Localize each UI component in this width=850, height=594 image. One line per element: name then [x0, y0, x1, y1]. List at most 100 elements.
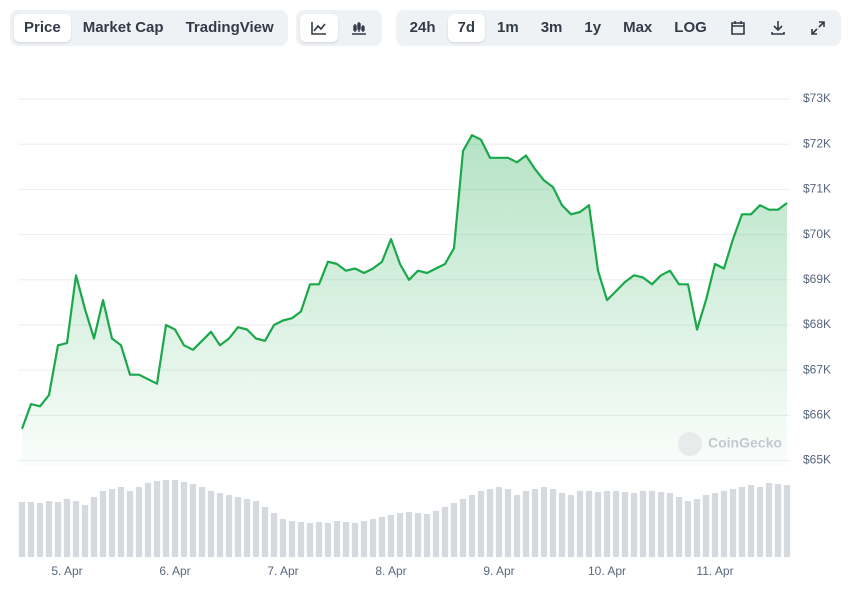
y-tick-label: $71K [803, 182, 831, 196]
volume-bar [279, 519, 287, 557]
volume-bar [405, 512, 413, 557]
volume-bar [783, 485, 791, 557]
volume-bar [396, 513, 404, 557]
price-line [20, 134, 788, 430]
volume-bar [360, 521, 368, 557]
candle-style-button[interactable] [340, 14, 378, 42]
volume-bar [513, 495, 521, 557]
volume-bar [378, 517, 386, 557]
icon [730, 21, 745, 35]
volume-bar [225, 495, 233, 557]
volume-bar [729, 489, 737, 557]
volume-bar [252, 501, 260, 557]
volume-bar [72, 501, 80, 557]
volume-bar [99, 491, 107, 557]
volume-bar [441, 507, 449, 557]
tab-button[interactable]: 24h [409, 19, 436, 36]
y-tick-label: $67K [803, 362, 831, 376]
y-tick-label: $69K [803, 272, 831, 286]
volume-bar [612, 491, 620, 557]
volume-bar [27, 502, 35, 557]
volume-bar [774, 484, 782, 557]
volume-bar [486, 489, 494, 557]
volume-bar [351, 523, 359, 557]
line-icon [310, 22, 326, 35]
volume-bar [189, 484, 197, 557]
volume-bar [117, 487, 125, 557]
x-tick-label: 7. Apr [267, 564, 298, 578]
volume-bar [162, 480, 170, 557]
volume-bar [603, 491, 611, 557]
tab-button[interactable]: Market Cap [82, 19, 164, 36]
volume-bar [369, 519, 377, 557]
tab-button[interactable]: 3m [540, 19, 563, 36]
volume-bar [414, 513, 422, 557]
price-area [22, 135, 787, 466]
candle-icon [351, 22, 366, 35]
volume-bar [765, 483, 773, 557]
volume-bar [234, 497, 242, 557]
volume-bar [18, 502, 26, 557]
volume-bar [675, 497, 683, 557]
volume-bar [297, 522, 305, 557]
volume-bar [90, 497, 98, 557]
volume-bar [477, 491, 485, 557]
y-tick-label: $72K [803, 136, 831, 150]
volume-bar [342, 522, 350, 557]
tab-button[interactable]: Max [623, 19, 653, 36]
icon [770, 21, 785, 35]
tab-button[interactable]: 1m [497, 19, 519, 36]
volume-bar [459, 499, 467, 557]
volume-bar [288, 521, 296, 557]
volume-bar [702, 495, 710, 557]
volume-bar [666, 493, 674, 557]
volume-bar [144, 483, 152, 557]
volume-bar [63, 499, 71, 557]
range-tabs: 24h 7d 1m 3m 1y Max LOG [395, 10, 841, 46]
volume-bar [45, 501, 53, 557]
volume-bar [261, 507, 269, 557]
calendar-button[interactable] [719, 14, 757, 42]
volume-bar [657, 492, 665, 557]
download-button[interactable] [759, 14, 797, 42]
watermark: CoinGecko [708, 435, 782, 451]
x-tick-label: 8. Apr [375, 564, 406, 578]
volume-bar [468, 495, 476, 557]
y-tick-label: $66K [803, 408, 831, 422]
volume-bar [495, 487, 503, 557]
tab-button[interactable]: TradingView [185, 19, 274, 36]
toolbar: Price Market Cap TradingView 24h 7d 1m 3m 1y Ma… [10, 10, 841, 46]
volume-bar [333, 521, 341, 557]
volume-bar [171, 480, 179, 557]
volume-bar [207, 491, 215, 557]
volume-bar [153, 481, 161, 557]
line-style-button[interactable] [299, 14, 338, 42]
volume-bar [738, 487, 746, 557]
volume-bar [648, 491, 656, 557]
volume-bar [756, 487, 764, 557]
volume-bar [306, 523, 314, 557]
x-tick-label: 10. Apr [588, 564, 626, 578]
volume-bar [639, 491, 647, 557]
volume-bar [108, 489, 116, 557]
x-tick-label: 9. Apr [483, 564, 514, 578]
volume-bar [684, 501, 692, 557]
y-tick-label: $73K [803, 91, 831, 105]
volume-bar [531, 489, 539, 557]
view-tabs: Price Market Cap TradingView [10, 10, 288, 46]
volume-bar [558, 493, 566, 557]
volume-bar [540, 487, 548, 557]
volume-bar [747, 485, 755, 557]
chart-style-tabs [295, 10, 382, 46]
volume-bar [81, 505, 89, 557]
tab-button[interactable]: Price [14, 14, 71, 42]
volume-bar [576, 491, 584, 557]
volume-bar [720, 491, 728, 557]
tab-button[interactable]: 7d [447, 14, 486, 42]
watermark-logo [678, 432, 702, 456]
expand-button[interactable] [799, 14, 837, 42]
tab-button[interactable]: 1y [584, 19, 602, 36]
volume-bar [522, 491, 530, 557]
tab-button[interactable]: LOG [674, 19, 707, 36]
